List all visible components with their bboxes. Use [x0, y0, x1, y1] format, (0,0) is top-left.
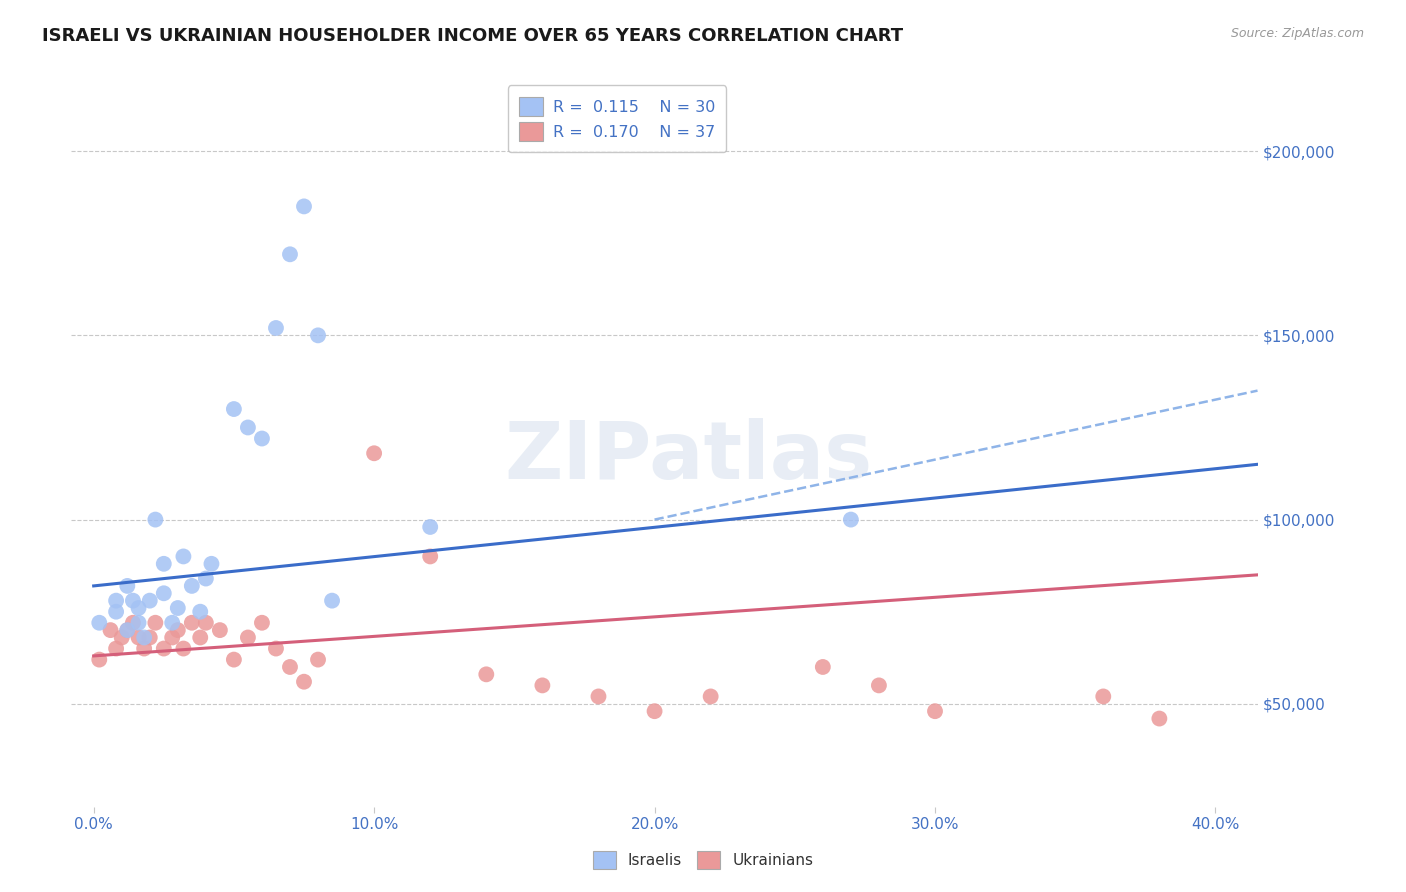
- Point: [236, 420, 259, 434]
- Point: [699, 690, 721, 704]
- Point: [152, 586, 174, 600]
- Point: [363, 446, 385, 460]
- Point: [250, 615, 273, 630]
- Point: [419, 549, 441, 564]
- Point: [128, 631, 150, 645]
- Point: [166, 623, 188, 637]
- Point: [264, 641, 287, 656]
- Point: [139, 593, 162, 607]
- Point: [200, 557, 222, 571]
- Point: [924, 704, 946, 718]
- Point: [117, 623, 139, 637]
- Point: [134, 641, 156, 656]
- Legend: Israelis, Ukrainians: Israelis, Ukrainians: [586, 845, 820, 875]
- Point: [166, 601, 188, 615]
- Point: [222, 652, 245, 666]
- Text: ISRAELI VS UKRAINIAN HOUSEHOLDER INCOME OVER 65 YEARS CORRELATION CHART: ISRAELI VS UKRAINIAN HOUSEHOLDER INCOME …: [42, 27, 903, 45]
- Point: [588, 690, 610, 704]
- Point: [145, 512, 167, 526]
- Point: [250, 432, 273, 446]
- Point: [152, 641, 174, 656]
- Point: [117, 623, 139, 637]
- Point: [172, 549, 194, 564]
- Point: [278, 660, 301, 674]
- Legend: R =  0.115    N = 30, R =  0.170    N = 37: R = 0.115 N = 30, R = 0.170 N = 37: [508, 86, 725, 153]
- Point: [145, 615, 167, 630]
- Text: ZIPatlas: ZIPatlas: [503, 417, 872, 496]
- Point: [160, 631, 183, 645]
- Point: [105, 593, 128, 607]
- Point: [292, 199, 315, 213]
- Point: [139, 631, 162, 645]
- Point: [868, 678, 890, 692]
- Point: [531, 678, 554, 692]
- Point: [278, 247, 301, 261]
- Point: [222, 402, 245, 417]
- Point: [811, 660, 834, 674]
- Point: [105, 641, 128, 656]
- Point: [89, 615, 111, 630]
- Point: [307, 328, 329, 343]
- Point: [180, 615, 202, 630]
- Point: [180, 579, 202, 593]
- Point: [236, 631, 259, 645]
- Point: [188, 605, 211, 619]
- Point: [292, 674, 315, 689]
- Point: [644, 704, 666, 718]
- Point: [475, 667, 498, 681]
- Point: [1092, 690, 1115, 704]
- Point: [208, 623, 231, 637]
- Point: [194, 572, 217, 586]
- Text: Source: ZipAtlas.com: Source: ZipAtlas.com: [1230, 27, 1364, 40]
- Point: [194, 615, 217, 630]
- Point: [100, 623, 122, 637]
- Point: [160, 615, 183, 630]
- Point: [111, 631, 134, 645]
- Point: [122, 615, 145, 630]
- Point: [321, 593, 343, 607]
- Point: [134, 631, 156, 645]
- Point: [264, 321, 287, 335]
- Point: [307, 652, 329, 666]
- Point: [122, 593, 145, 607]
- Point: [172, 641, 194, 656]
- Point: [188, 631, 211, 645]
- Point: [839, 512, 862, 526]
- Point: [419, 520, 441, 534]
- Point: [89, 652, 111, 666]
- Point: [1149, 712, 1171, 726]
- Point: [128, 615, 150, 630]
- Point: [128, 601, 150, 615]
- Point: [117, 579, 139, 593]
- Point: [152, 557, 174, 571]
- Point: [105, 605, 128, 619]
